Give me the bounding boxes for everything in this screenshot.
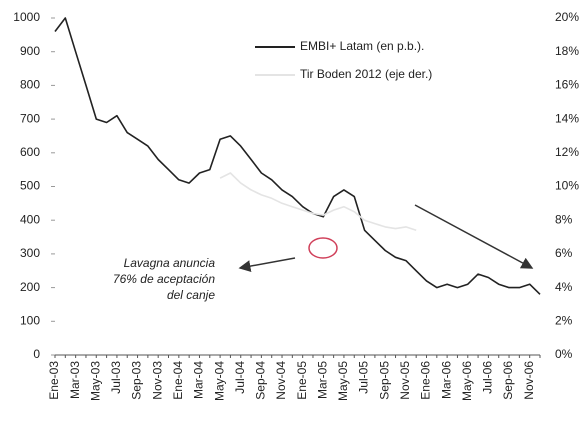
x-tick-label: May-03 — [88, 361, 102, 401]
y2-tick-label: 8% — [555, 212, 573, 226]
x-tick-label: Ene-04 — [171, 361, 185, 400]
x-tick-label: Ene-03 — [47, 361, 61, 400]
arrow — [414, 204, 534, 269]
annotation: 76% de aceptación — [113, 272, 215, 286]
y2-tick-label: 20% — [555, 10, 579, 24]
x-tick-label: Mar-04 — [192, 361, 206, 399]
y2-tick-label: 14% — [555, 111, 579, 125]
x-tick-label: Jul-06 — [481, 361, 495, 394]
legend-label: Tir Boden 2012 (eje der.) — [300, 67, 432, 81]
x-tick-label: Jul-03 — [109, 361, 123, 394]
x-tick-label: Sep-05 — [377, 361, 391, 400]
legend-label: EMBI+ Latam (en p.b.). — [300, 39, 424, 53]
y2-tick-label: 6% — [555, 246, 573, 260]
y2-tick-label: 4% — [555, 280, 573, 294]
y-tick-label: 900 — [20, 44, 40, 58]
annotation: Lavagna anuncia — [124, 256, 216, 270]
y2-tick-label: 16% — [555, 78, 579, 92]
y-tick-label: 700 — [20, 111, 40, 125]
x-tick-label: May-06 — [460, 361, 474, 401]
y-tick-label: 600 — [20, 145, 40, 159]
x-tick-label: Nov-06 — [522, 361, 536, 400]
x-tick-label: Mar-03 — [68, 361, 82, 399]
y2-tick-label: 12% — [555, 145, 579, 159]
x-tick-label: Jul-05 — [357, 361, 371, 394]
y-tick-label: 500 — [20, 179, 40, 193]
x-tick-label: Nov-05 — [398, 361, 412, 400]
y-tick-label: 800 — [20, 78, 40, 92]
y2-tick-label: 10% — [555, 179, 579, 193]
y-tick-label: 100 — [20, 313, 40, 327]
y-tick-label: 400 — [20, 212, 40, 226]
x-tick-label: Sep-03 — [130, 361, 144, 400]
highlight-circle — [308, 237, 338, 259]
series-line — [54, 17, 541, 295]
y2-tick-label: 18% — [555, 44, 579, 58]
y-tick-label: 200 — [20, 280, 40, 294]
y-tick-label: 1000 — [13, 10, 40, 24]
x-tick-label: Nov-03 — [150, 361, 164, 400]
annotation: del canje — [167, 288, 215, 302]
x-tick-label: Mar-05 — [315, 361, 329, 399]
x-tick-label: Sep-04 — [254, 361, 268, 400]
x-tick-label: Sep-06 — [501, 361, 515, 400]
y-tick-label: 300 — [20, 246, 40, 260]
x-tick-label: Ene-06 — [419, 361, 433, 400]
x-tick-label: Ene-05 — [295, 361, 309, 400]
x-tick-label: May-04 — [212, 361, 226, 401]
x-tick-label: May-05 — [336, 361, 350, 401]
x-tick-label: Jul-04 — [233, 361, 247, 394]
y2-tick-label: 0% — [555, 347, 573, 361]
series-line — [219, 172, 417, 232]
x-tick-label: Mar-06 — [439, 361, 453, 399]
y2-tick-label: 2% — [555, 313, 573, 327]
y-tick-label: 0 — [33, 347, 40, 361]
arrow — [238, 257, 296, 273]
x-tick-label: Nov-04 — [274, 361, 288, 400]
